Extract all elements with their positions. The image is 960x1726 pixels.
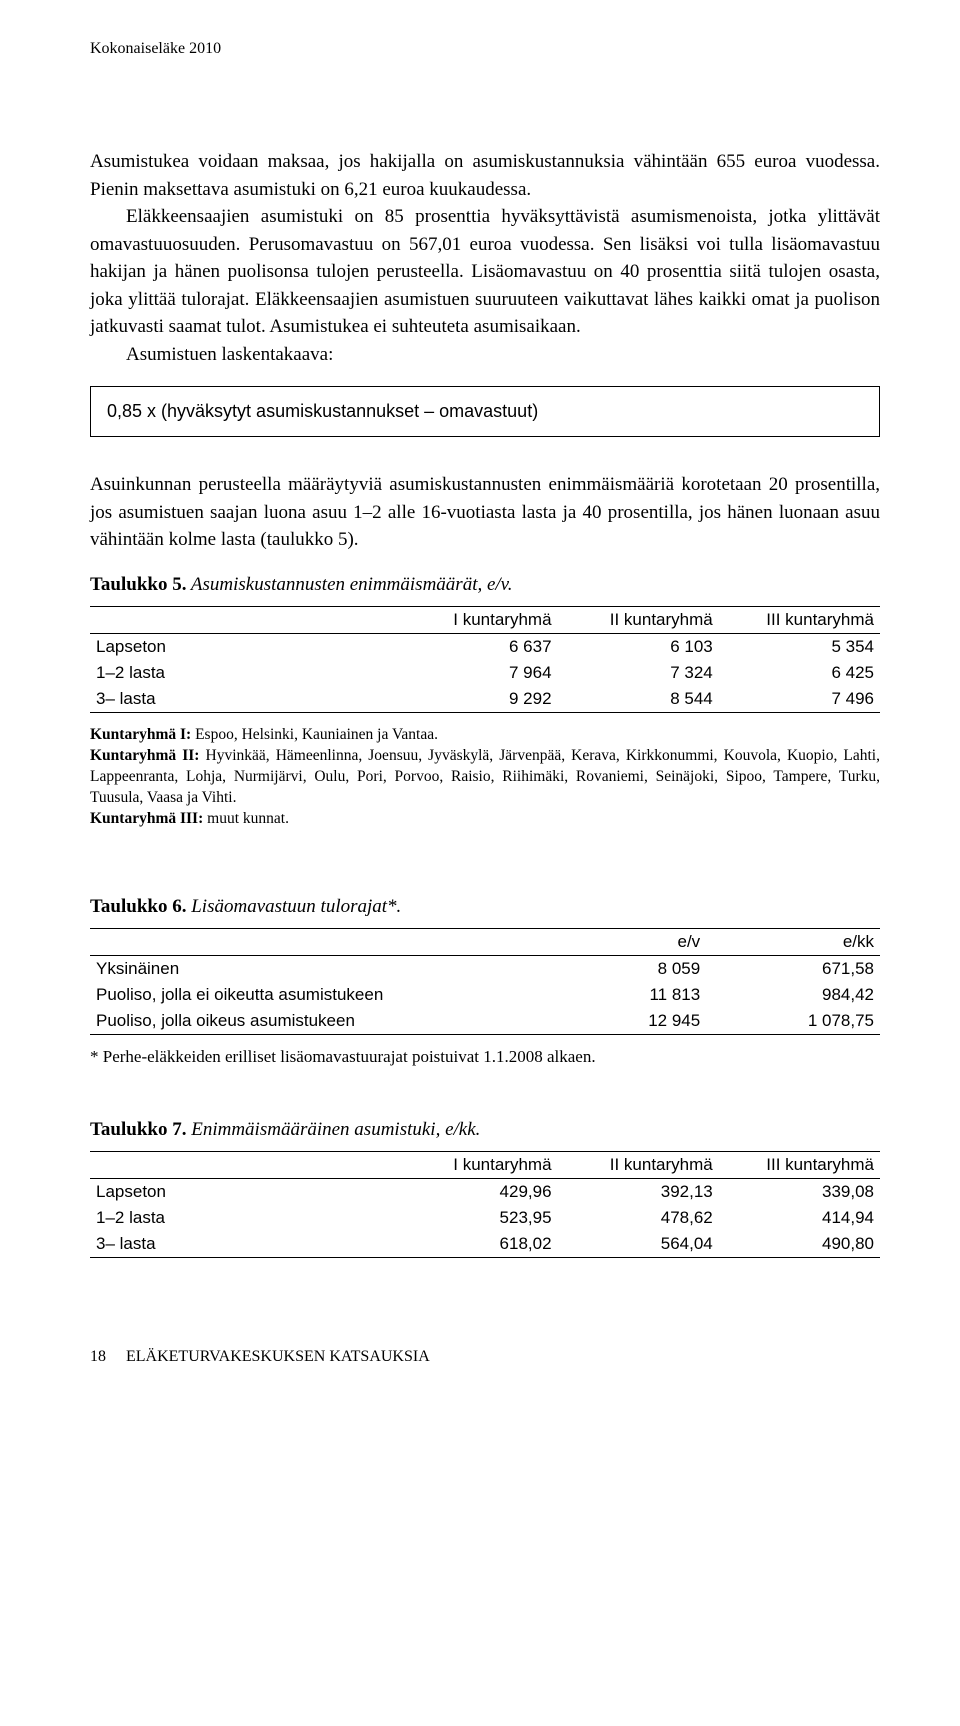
table5-h0: [90, 607, 396, 634]
cell: 9 292: [396, 686, 557, 713]
table6-h2: e/kk: [706, 928, 880, 955]
table-row: Puoliso, jolla ei oikeutta asumistukeen …: [90, 982, 880, 1008]
page-footer: 18 ELÄKETURVAKESKUKSEN KATSAUKSIA: [90, 1348, 880, 1366]
running-header: Kokonaiseläke 2010: [90, 40, 880, 58]
table-row: Lapseton 429,96 392,13 339,08: [90, 1178, 880, 1205]
paragraph-4: Asuinkunnan perusteella määräytyviä asum…: [90, 471, 880, 554]
table5-h3: III kuntaryhmä: [719, 607, 880, 634]
table5-caption: Taulukko 5. Asumiskustannusten enimmäism…: [90, 574, 880, 596]
paragraph-1: Asumistukea voidaan maksaa, jos hakijall…: [90, 148, 880, 203]
cell: Lapseton: [90, 634, 396, 661]
table7: I kuntaryhmä II kuntaryhmä III kuntaryhm…: [90, 1151, 880, 1258]
table-row: 1–2 lasta 7 964 7 324 6 425: [90, 660, 880, 686]
cell: 618,02: [396, 1231, 557, 1258]
cell: 8 059: [532, 955, 706, 982]
notes-l3b: Kuntaryhmä III:: [90, 810, 203, 827]
table5-caption-bold: Taulukko 5.: [90, 574, 186, 595]
cell: 7 964: [396, 660, 557, 686]
cell: Lapseton: [90, 1178, 396, 1205]
table7-header-row: I kuntaryhmä II kuntaryhmä III kuntaryhm…: [90, 1151, 880, 1178]
table6-h1: e/v: [532, 928, 706, 955]
table6-caption-italic: Lisäomavastuun tulorajat*.: [186, 896, 401, 917]
page-number: 18: [90, 1348, 106, 1365]
table5-h2: II kuntaryhmä: [558, 607, 719, 634]
cell: 429,96: [396, 1178, 557, 1205]
cell: 8 544: [558, 686, 719, 713]
cell: 6 637: [396, 634, 557, 661]
cell: 984,42: [706, 982, 880, 1008]
table6-h0: [90, 928, 532, 955]
cell: 12 945: [532, 1008, 706, 1035]
cell: 392,13: [558, 1178, 719, 1205]
notes-l2: Hyvinkää, Hämeenlinna, Joensuu, Jyväskyl…: [90, 747, 880, 806]
kuntaryhma-notes: Kuntaryhmä I: Espoo, Helsinki, Kauniaine…: [90, 725, 880, 830]
cell: 11 813: [532, 982, 706, 1008]
cell: 7 496: [719, 686, 880, 713]
cell: 3– lasta: [90, 1231, 396, 1258]
table5-caption-italic: Asumiskustannusten enimmäismäärät, e/v.: [186, 574, 512, 595]
notes-l1b: Kuntaryhmä I:: [90, 726, 191, 743]
table7-h2: II kuntaryhmä: [558, 1151, 719, 1178]
paragraph-3-text: Asumistuen laskentakaava:: [126, 344, 333, 365]
table6-header-row: e/v e/kk: [90, 928, 880, 955]
paragraph-4-text: Asuinkunnan perusteella määräytyviä asum…: [90, 474, 880, 550]
table-row: 3– lasta 9 292 8 544 7 496: [90, 686, 880, 713]
table7-h0: [90, 1151, 396, 1178]
table5-h1: I kuntaryhmä: [396, 607, 557, 634]
cell: 564,04: [558, 1231, 719, 1258]
cell: 339,08: [719, 1178, 880, 1205]
cell: 523,95: [396, 1205, 557, 1231]
cell: 414,94: [719, 1205, 880, 1231]
cell: 671,58: [706, 955, 880, 982]
table6: e/v e/kk Yksinäinen 8 059 671,58 Puoliso…: [90, 928, 880, 1035]
table-row: Puoliso, jolla oikeus asumistukeen 12 94…: [90, 1008, 880, 1035]
table5: I kuntaryhmä II kuntaryhmä III kuntaryhm…: [90, 606, 880, 713]
table7-h3: III kuntaryhmä: [719, 1151, 880, 1178]
table7-caption-bold: Taulukko 7.: [90, 1119, 186, 1140]
cell: 490,80: [719, 1231, 880, 1258]
paragraph-2: Eläkkeensaajien asumistuki on 85 prosent…: [90, 203, 880, 341]
paragraph-2-text: Eläkkeensaajien asumistuki on 85 prosent…: [90, 206, 880, 337]
notes-l3: muut kunnat.: [203, 810, 289, 827]
cell: Puoliso, jolla oikeus asumistukeen: [90, 1008, 532, 1035]
cell: 3– lasta: [90, 686, 396, 713]
cell: 1–2 lasta: [90, 1205, 396, 1231]
cell: 1 078,75: [706, 1008, 880, 1035]
cell: 6 103: [558, 634, 719, 661]
cell: 5 354: [719, 634, 880, 661]
table-row: Yksinäinen 8 059 671,58: [90, 955, 880, 982]
cell: Yksinäinen: [90, 955, 532, 982]
notes-l1: Espoo, Helsinki, Kauniainen ja Vantaa.: [191, 726, 438, 743]
table6-footnote: * Perhe-eläkkeiden erilliset lisäomavast…: [90, 1047, 880, 1067]
cell: 7 324: [558, 660, 719, 686]
cell: Puoliso, jolla ei oikeutta asumistukeen: [90, 982, 532, 1008]
notes-l2b: Kuntaryhmä II:: [90, 747, 199, 764]
table-row: 1–2 lasta 523,95 478,62 414,94: [90, 1205, 880, 1231]
cell: 6 425: [719, 660, 880, 686]
table-row: Lapseton 6 637 6 103 5 354: [90, 634, 880, 661]
table7-caption: Taulukko 7. Enimmäismääräinen asumistuki…: [90, 1119, 880, 1141]
paragraph-1-text: Asumistukea voidaan maksaa, jos hakijall…: [90, 151, 880, 200]
table6-caption: Taulukko 6. Lisäomavastuun tulorajat*.: [90, 896, 880, 918]
table7-h1: I kuntaryhmä: [396, 1151, 557, 1178]
paragraph-3: Asumistuen laskentakaava:: [90, 341, 880, 369]
cell: 478,62: [558, 1205, 719, 1231]
cell: 1–2 lasta: [90, 660, 396, 686]
formula-box: 0,85 x (hyväksytyt asumiskustannukset – …: [90, 386, 880, 437]
table6-caption-bold: Taulukko 6.: [90, 896, 186, 917]
table7-caption-italic: Enimmäismääräinen asumistuki, e/kk.: [186, 1119, 480, 1140]
footer-text: ELÄKETURVAKESKUKSEN KATSAUKSIA: [126, 1348, 430, 1365]
table5-header-row: I kuntaryhmä II kuntaryhmä III kuntaryhm…: [90, 607, 880, 634]
table-row: 3– lasta 618,02 564,04 490,80: [90, 1231, 880, 1258]
